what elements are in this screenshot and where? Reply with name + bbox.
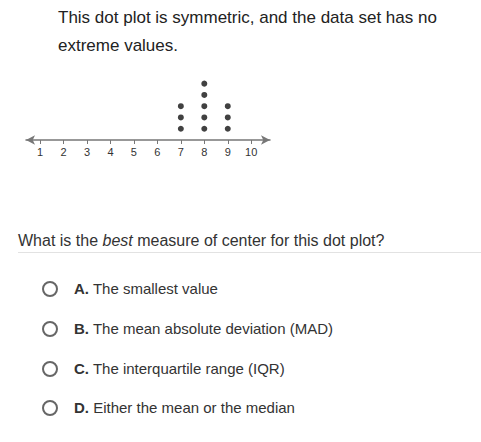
svg-text:5: 5 [131,146,137,158]
svg-text:7: 7 [178,146,184,158]
svg-text:10: 10 [245,146,257,158]
html-text:D. Either the mean or the medi: D. Either the mean or the median [74,399,295,416]
svg-text:3: 3 [84,146,90,158]
html-text:A. The smallest value: A. The smallest value [74,280,218,297]
svg-text:1: 1 [37,146,43,158]
html-text:B. The mean absolute deviation: B. The mean absolute deviation (MAD) [74,320,333,337]
html-text:This dot plot is symmetric, an: This dot plot is symmetric, and the data… [58,8,437,55]
svg-text:9: 9 [225,146,231,158]
svg-text:4: 4 [107,146,113,158]
svg-text:6: 6 [154,146,160,158]
svg-text:2: 2 [60,146,66,158]
svg-text:8: 8 [201,146,207,158]
html-text:What is the best measure of ce: What is the best measure of center for t… [18,232,385,249]
html-text:C. The interquartile range (IQ: C. The interquartile range (IQR) [74,360,285,377]
